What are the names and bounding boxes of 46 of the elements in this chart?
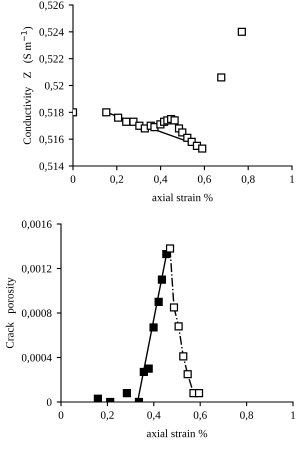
point <box>174 322 183 330</box>
y-tick-label: 0,514 <box>39 162 64 172</box>
x-tick-label: 0,2 <box>110 175 124 184</box>
point <box>158 276 166 284</box>
point <box>170 116 179 124</box>
y-axis-title: Crack porosity <box>6 277 16 348</box>
x-axis-title: axial strain % <box>146 429 208 438</box>
point <box>144 364 153 373</box>
x-tick-label: 0,6 <box>194 411 207 420</box>
y-tick-label: 0,0008 <box>22 309 52 319</box>
x-tick-label: 0,2 <box>100 411 114 420</box>
x-tick-label: 0,8 <box>242 175 255 184</box>
x-tick-label: 0,4 <box>147 411 161 420</box>
x-tick-label: 1 <box>291 411 296 419</box>
x-axis-title: axial strain % <box>152 193 213 202</box>
point <box>149 323 158 332</box>
x-tick-label: 0 <box>70 175 76 183</box>
y-tick-label: 0,526 <box>39 1 64 11</box>
y-tick-label: 0,0016 <box>22 220 52 230</box>
point <box>194 389 204 398</box>
point <box>166 244 174 253</box>
x-tick-label: 0,6 <box>198 175 212 184</box>
x-tick-label: 0,4 <box>154 175 168 184</box>
point <box>114 114 122 122</box>
point <box>94 394 102 402</box>
y-tick-label: 0,0012 <box>22 264 52 274</box>
point <box>102 108 110 116</box>
point <box>170 303 178 312</box>
y-axis-title: Conductivity Z (S m$^{−1}$) <box>20 26 34 144</box>
y-tick-label: 0,522 <box>39 55 64 64</box>
point <box>122 118 130 126</box>
point <box>179 352 188 360</box>
x-tick-label: 1 <box>290 175 294 183</box>
x-tick-label: 0,8 <box>240 411 254 420</box>
point <box>198 144 206 153</box>
y-tick-label: 0 <box>46 398 52 406</box>
point <box>217 73 226 82</box>
y-tick-label: 0,0004 <box>22 354 52 364</box>
y-tick-label: 0,516 <box>39 136 64 145</box>
y-tick-label: 0,524 <box>39 28 64 38</box>
point <box>122 389 131 398</box>
y-tick-label: 0,52 <box>44 82 64 92</box>
y-tick-label: 0,518 <box>39 108 64 118</box>
point <box>154 298 163 306</box>
point <box>238 28 246 36</box>
point <box>184 370 192 378</box>
